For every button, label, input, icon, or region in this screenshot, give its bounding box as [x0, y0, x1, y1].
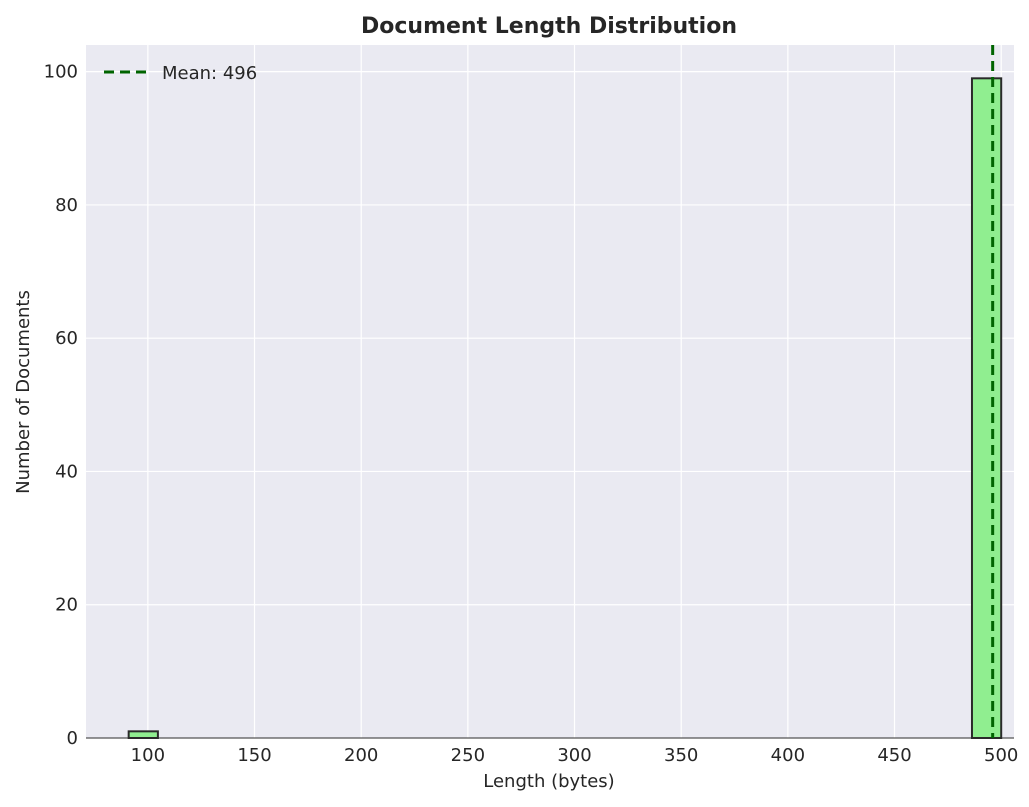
- grid-lines: [86, 45, 1014, 739]
- y-axis-label: Number of Documents: [13, 290, 34, 494]
- x-tick-label: 400: [771, 745, 805, 766]
- tick-labels: 100 150 200 250 300 350 400 450 500 0 20 40 60 80 100: [44, 62, 1019, 766]
- y-tick-label: 20: [55, 595, 78, 616]
- x-tick-label: 300: [557, 745, 591, 766]
- legend: Mean: 496: [104, 63, 257, 84]
- y-tick-label: 100: [44, 62, 78, 83]
- histogram-bar: [970, 77, 1003, 739]
- x-tick-label: 500: [984, 745, 1018, 766]
- y-tick-label: 80: [55, 195, 78, 216]
- y-tick-label: 40: [55, 461, 78, 482]
- x-tick-label: 100: [131, 745, 165, 766]
- y-tick-label: 60: [55, 328, 78, 349]
- x-tick-label: 150: [237, 745, 271, 766]
- x-tick-label: 350: [664, 745, 698, 766]
- x-tick-label: 200: [344, 745, 378, 766]
- x-tick-label: 250: [451, 745, 485, 766]
- chart-title: Document Length Distribution: [361, 14, 737, 39]
- y-tick-label: 0: [67, 728, 78, 749]
- x-tick-label: 450: [877, 745, 911, 766]
- histogram-bar: [127, 730, 159, 740]
- bars: [127, 77, 1003, 740]
- plot-area: [86, 45, 1014, 738]
- legend-mean-label: Mean: 496: [162, 63, 257, 84]
- x-axis-label: Length (bytes): [483, 771, 614, 792]
